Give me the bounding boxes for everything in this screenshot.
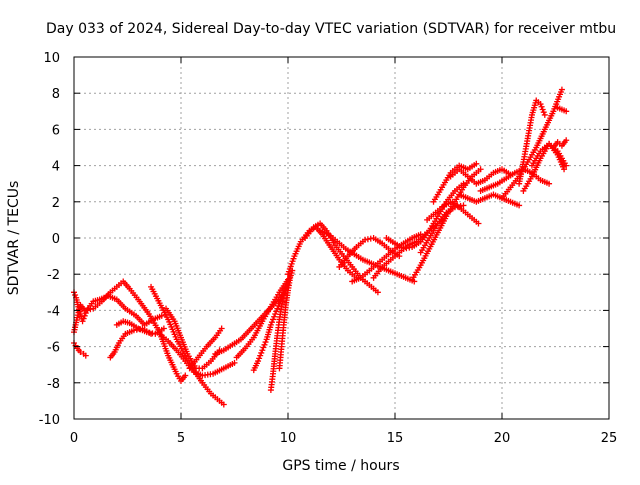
data-point [268,319,275,326]
data-point [262,339,269,346]
data-points [71,86,570,408]
data-point [82,352,89,359]
series-33 [554,104,570,115]
series-29 [516,97,548,187]
data-point [270,316,277,323]
x-tick-label: 20 [494,431,511,446]
y-tick-label: 2 [52,196,60,211]
series-8 [186,325,225,372]
data-point [541,111,548,118]
data-point [259,347,266,354]
data-point [81,312,88,319]
series-24 [430,160,480,205]
x-tick-label: 15 [387,431,404,446]
data-point [272,311,279,318]
y-tick-label: -4 [47,304,60,319]
data-point [79,318,86,325]
series-32 [550,137,570,151]
chart-title: Day 033 of 2024, Sidereal Day-to-day VTE… [46,21,616,37]
data-point [182,372,189,379]
x-tick-label: 25 [601,431,618,446]
y-tick-label: 6 [52,123,60,138]
series-31 [528,140,568,173]
series-1 [71,289,165,328]
data-point [267,321,274,328]
axis-ticks: 0 5 10 15 20 25 -10 -8 -6 -4 -2 0 2 4 6 8 10 [39,51,618,446]
data-point [258,349,265,356]
data-point [460,202,467,209]
series-27 [477,166,553,194]
data-point [275,302,282,309]
y-axis-label: SDTVAR / TECUs [6,181,22,296]
data-point [77,349,84,356]
y-tick-label: 10 [43,51,60,66]
series-20 [383,180,467,252]
y-tick-label: 8 [52,87,60,102]
data-point [276,300,283,307]
series-21 [409,166,484,283]
data-point [539,106,546,113]
data-point [546,180,553,187]
series-4 [113,318,167,337]
data-point [255,358,262,365]
data-point [477,166,484,173]
data-point [271,313,278,320]
y-tick-label: -2 [47,268,60,283]
y-tick-label: -8 [47,377,60,392]
grid [74,57,609,419]
series-23 [424,198,482,227]
data-point [563,137,570,144]
data-point [220,401,227,408]
y-tick-label: 0 [52,232,60,247]
data-point [475,220,482,227]
data-point [558,86,565,93]
data-point [72,292,79,299]
data-point [218,325,225,332]
data-point [160,325,167,332]
data-point [563,108,570,115]
series-22 [417,202,467,256]
data-point [563,162,570,169]
data-point [158,312,165,319]
data-point [260,344,267,351]
data-point [231,359,238,366]
data-point [80,315,87,322]
data-point [538,103,545,110]
series-15 [302,220,381,296]
y-tick-label: -10 [39,413,60,428]
data-point [257,352,264,359]
data-point [82,310,89,317]
series-13 [276,267,296,372]
data-point [473,160,480,167]
data-point [537,101,544,108]
x-tick-label: 5 [177,431,185,446]
x-tick-label: 10 [280,431,297,446]
data-point [274,305,281,312]
series-5 [148,283,227,408]
x-tick-label: 0 [70,431,78,446]
data-point [256,355,263,362]
data-point [374,289,381,296]
x-axis-label: GPS time / hours [282,458,399,474]
y-tick-label: -6 [47,341,60,356]
y-tick-label: 4 [52,160,60,175]
data-point [516,202,523,209]
data-point [261,341,268,348]
data-point [561,166,568,173]
data-point [540,109,547,116]
